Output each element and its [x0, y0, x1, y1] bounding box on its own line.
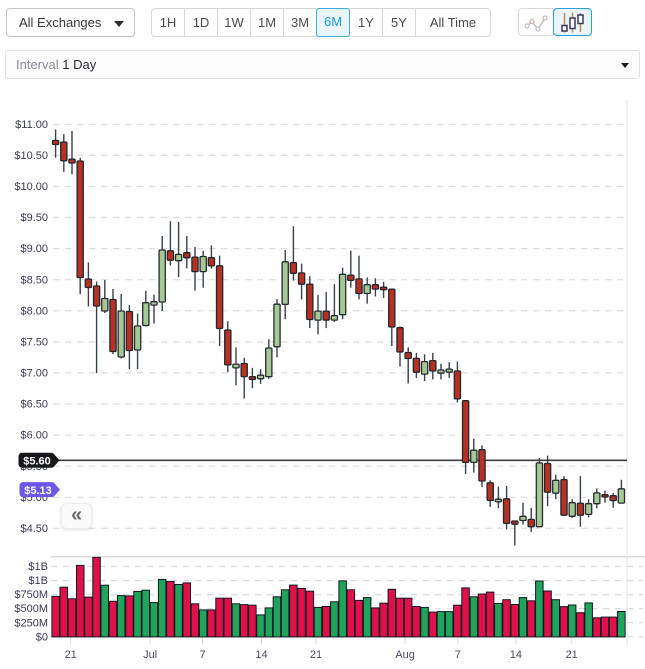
svg-text:14: 14 — [255, 649, 267, 661]
svg-text:$11.00: $11.00 — [15, 119, 48, 131]
svg-text:$9.50: $9.50 — [20, 212, 48, 224]
svg-text:$7.50: $7.50 — [20, 337, 48, 349]
svg-text:21: 21 — [310, 649, 322, 661]
svg-text:$8.00: $8.00 — [20, 305, 48, 317]
svg-text:Aug: Aug — [395, 649, 415, 661]
svg-text:$10.50: $10.50 — [14, 150, 48, 162]
svg-text:$1B: $1B — [28, 561, 48, 573]
svg-text:14: 14 — [510, 649, 522, 661]
svg-text:$9.00: $9.00 — [20, 243, 48, 255]
svg-text:$0: $0 — [36, 631, 48, 643]
svg-text:21: 21 — [65, 649, 77, 661]
svg-text:7: 7 — [455, 649, 461, 661]
svg-text:$5.13: $5.13 — [24, 485, 52, 497]
svg-text:$6.50: $6.50 — [20, 399, 48, 411]
svg-text:$8.50: $8.50 — [20, 274, 48, 286]
svg-text:$1B: $1B — [28, 575, 48, 587]
svg-text:$500M: $500M — [14, 603, 48, 615]
svg-text:$5.00: $5.00 — [20, 492, 48, 504]
svg-text:$10.00: $10.00 — [14, 181, 48, 193]
svg-text:$7.00: $7.00 — [20, 368, 48, 380]
svg-text:$6.00: $6.00 — [20, 430, 48, 442]
svg-text:Jul: Jul — [143, 649, 157, 661]
svg-text:$5.60: $5.60 — [23, 456, 51, 468]
svg-text:$750M: $750M — [14, 589, 48, 601]
svg-text:$250M: $250M — [14, 617, 48, 629]
svg-text:21: 21 — [566, 649, 578, 661]
svg-text:$5.50: $5.50 — [20, 461, 48, 473]
svg-text:7: 7 — [199, 649, 205, 661]
svg-text:$4.50: $4.50 — [20, 523, 48, 535]
